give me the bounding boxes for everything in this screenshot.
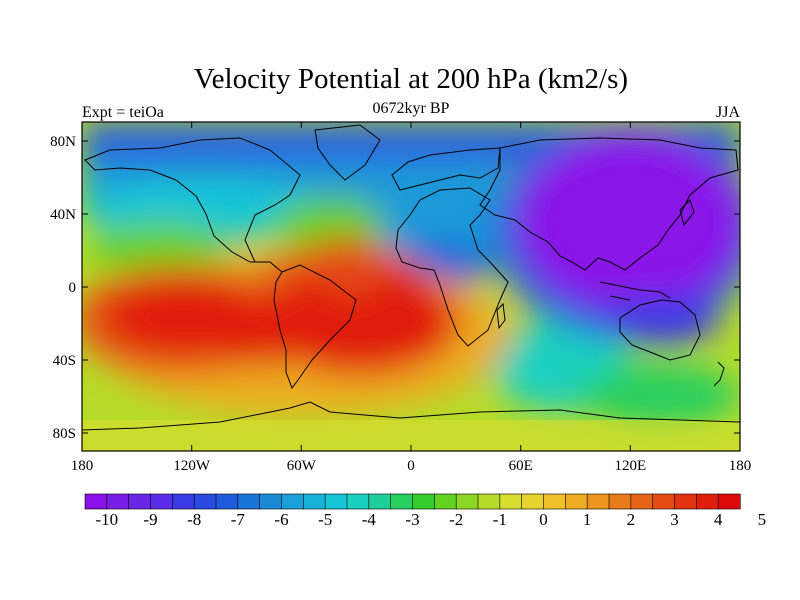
colorbar-swatch (499, 493, 523, 510)
colorbar-label: 0 (539, 510, 548, 529)
lon-tick-label: 60E (509, 458, 533, 474)
colorbar-swatch (455, 493, 479, 510)
colorbar-label: -7 (231, 510, 246, 529)
lon-tick-label: 120W (173, 458, 211, 474)
colorbar-swatch (608, 493, 632, 510)
lon-tick-label: 120E (614, 458, 646, 474)
colorbar-swatch (477, 493, 501, 510)
colorbar-swatch (586, 493, 610, 510)
latitude-axis: 80N 40N 0 40S 80S (50, 134, 740, 442)
colorbar-label: 1 (583, 510, 592, 529)
colorbar: -10-9-8-7-6-5-4-3-2-1012345678910 (84, 493, 767, 529)
colorbar-label: -6 (274, 510, 288, 529)
map-title: Velocity Potential at 200 hPa (km2/s) (194, 63, 628, 95)
colorbar-swatch (84, 493, 108, 510)
lon-tick-label: 180 (729, 458, 752, 474)
colorbar-swatch (150, 493, 173, 510)
colorbar-label: -1 (493, 510, 507, 529)
contour-field (82, 122, 740, 451)
colorbar-label: -5 (318, 510, 332, 529)
coastlines (82, 124, 740, 431)
lat-tick-label: 80N (50, 134, 76, 150)
lon-tick-label: 180 (71, 458, 94, 474)
lat-tick-label: 40N (50, 207, 76, 223)
colorbar-swatch (674, 493, 697, 510)
colorbar-swatch (346, 493, 370, 510)
colorbar-swatch (521, 493, 545, 510)
colorbar-swatch (565, 493, 588, 510)
colorbar-swatch (630, 493, 654, 510)
colorbar-swatch (128, 493, 152, 510)
colorbar-swatch (172, 493, 195, 510)
colorbar-swatch (324, 493, 348, 510)
colorbar-swatch (259, 493, 283, 510)
lat-tick-label: 0 (69, 280, 77, 296)
colorbar-swatch (368, 493, 392, 510)
time-label: 0672kyr BP (373, 100, 450, 117)
longitude-axis: 180 120W 60W 0 60E 120E 180 (71, 122, 752, 474)
colorbar-label: -3 (405, 510, 419, 529)
colorbar-label: -4 (362, 510, 377, 529)
colorbar-swatch (717, 493, 741, 510)
colorbar-label: 4 (714, 510, 723, 529)
season-label: JJA (716, 104, 740, 121)
colorbar-swatch (390, 493, 414, 510)
colorbar-label: -2 (449, 510, 463, 529)
colorbar-swatch (412, 493, 435, 510)
colorbar-label: 5 (758, 510, 767, 529)
colorbar-label: -10 (95, 510, 118, 529)
colorbar-swatch (652, 493, 676, 510)
colorbar-label: 3 (670, 510, 679, 529)
colorbar-swatch (106, 493, 130, 510)
lat-tick-label: 80S (53, 426, 76, 442)
experiment-label: Expt = teiOa (82, 104, 164, 121)
colorbar-swatch (543, 493, 566, 510)
colorbar-swatch (193, 493, 217, 510)
colorbar-swatch (696, 493, 719, 510)
colorbar-swatch (237, 493, 261, 510)
lon-tick-label: 60W (287, 458, 317, 474)
lon-tick-label: 0 (407, 458, 415, 474)
lat-tick-label: 40S (53, 353, 76, 369)
colorbar-label: 2 (627, 510, 636, 529)
colorbar-label: -9 (143, 510, 157, 529)
colorbar-label: -8 (187, 510, 201, 529)
colorbar-swatch (281, 493, 304, 510)
colorbar-swatch (434, 493, 457, 510)
colorbar-swatch (215, 493, 239, 510)
colorbar-swatch (303, 493, 326, 510)
